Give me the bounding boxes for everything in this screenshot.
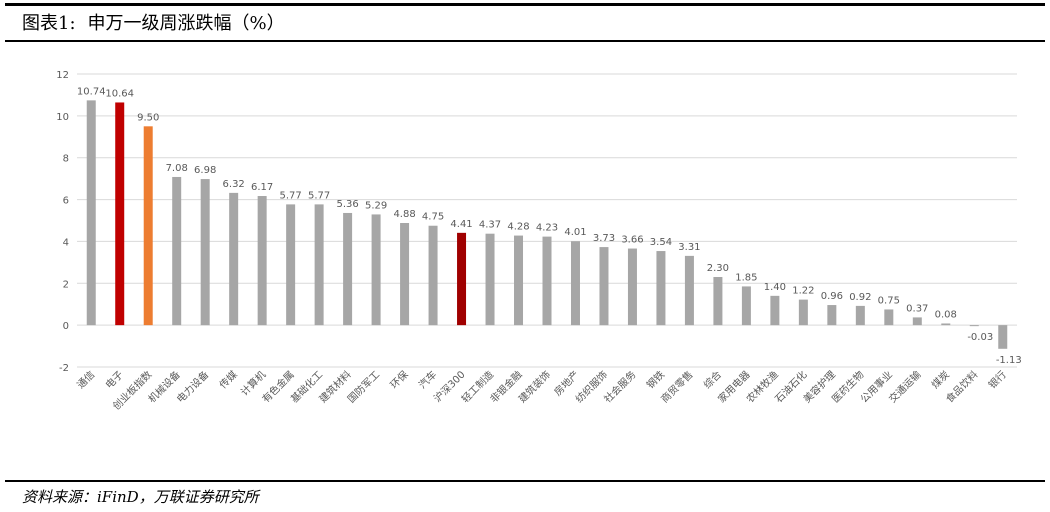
- bar: [770, 295, 780, 326]
- bar: [855, 305, 865, 326]
- bar: [713, 277, 723, 326]
- data-label: 4.41: [450, 219, 472, 230]
- bar: [969, 325, 979, 327]
- data-label: 10.74: [77, 86, 106, 97]
- data-label: 5.77: [280, 190, 302, 201]
- x-tick-label: 建筑装饰: [516, 368, 553, 405]
- bar: [627, 248, 637, 326]
- bar: [485, 233, 495, 326]
- data-label: 1.85: [735, 272, 757, 283]
- bar: [827, 305, 837, 326]
- x-tick-label: 综合: [701, 368, 724, 391]
- bar: [941, 323, 951, 326]
- data-label: 3.54: [650, 237, 672, 248]
- data-label: 4.37: [479, 220, 501, 231]
- bar: [115, 102, 125, 326]
- y-tick-label: 12: [56, 70, 69, 81]
- bar: [86, 100, 96, 326]
- x-tick-label: 煤炭: [929, 368, 952, 391]
- data-label: 2.30: [707, 263, 729, 274]
- data-label: 3.66: [621, 235, 643, 246]
- figure-label: 图表1:: [22, 13, 76, 34]
- title-rule: [5, 40, 1045, 42]
- data-label: -0.03: [967, 332, 993, 343]
- bar: [884, 309, 894, 326]
- data-label: 0.96: [821, 291, 843, 302]
- x-tick-label: 电子: [103, 368, 126, 391]
- x-tick-label: 社会服务: [601, 368, 638, 405]
- bar: [257, 196, 267, 326]
- x-tick-label: 食品饮料: [943, 368, 980, 405]
- y-tick-label: 4: [63, 237, 69, 248]
- data-label: 4.75: [422, 212, 444, 223]
- figure-title: 图表1: 申万一级周涨跌幅（%）: [22, 9, 297, 35]
- bar: [229, 192, 239, 326]
- data-label: 6.98: [194, 165, 216, 176]
- bar: [599, 247, 609, 326]
- data-label: 1.40: [764, 282, 786, 293]
- data-label: 9.50: [137, 112, 159, 123]
- figure-title-text: 申万一级周涨跌幅（%）: [87, 13, 285, 34]
- bar: [798, 299, 808, 326]
- bar: [343, 212, 353, 326]
- x-tick-label: 汽车: [416, 368, 439, 391]
- bar: [684, 255, 694, 326]
- y-tick-label: 6: [63, 196, 69, 207]
- data-label: 0.92: [849, 292, 871, 303]
- data-label: 6.32: [223, 179, 245, 190]
- x-tick-label: 通信: [75, 369, 98, 392]
- data-label: 0.08: [935, 309, 957, 320]
- x-tick-label: 交通运输: [886, 368, 923, 405]
- y-tick-label: 0: [63, 321, 69, 332]
- y-tick-label: 8: [63, 154, 69, 165]
- data-label: 10.64: [105, 88, 134, 99]
- data-label: 1.22: [792, 286, 814, 297]
- bar: [371, 214, 381, 326]
- x-tick-label: 国防军工: [345, 368, 382, 405]
- y-tick-label: -2: [59, 363, 69, 374]
- top-rule: [5, 3, 1045, 6]
- bar: [314, 204, 324, 326]
- bar: [741, 286, 751, 326]
- x-tick-label: 商贸零售: [658, 368, 695, 405]
- data-label: 0.75: [878, 295, 900, 306]
- data-label: -1.13: [996, 355, 1022, 366]
- data-label: 5.36: [336, 199, 358, 210]
- y-tick-label: 2: [63, 279, 69, 290]
- x-tick-label: 电力设备: [174, 368, 211, 405]
- x-tick-label: 传媒: [217, 369, 240, 392]
- data-label: 4.88: [393, 209, 415, 220]
- bar: [457, 232, 467, 326]
- y-tick-label: 10: [56, 112, 69, 123]
- bar: [542, 236, 552, 326]
- bar: [286, 204, 296, 326]
- x-tick-label: 环保: [387, 368, 410, 391]
- source-note: 资料来源：iFinD，万联证券研究所: [22, 488, 259, 506]
- bar: [656, 251, 666, 326]
- data-label: 5.77: [308, 190, 330, 201]
- data-label: 3.31: [678, 242, 700, 253]
- data-label: 6.17: [251, 182, 273, 193]
- data-label: 4.23: [536, 223, 558, 234]
- bar: [570, 241, 580, 326]
- bar: [200, 179, 210, 326]
- bar: [428, 225, 438, 326]
- data-label: 5.29: [365, 200, 387, 211]
- data-label: 4.28: [507, 222, 529, 233]
- bottom-rule: [5, 480, 1045, 482]
- data-label: 7.08: [166, 163, 188, 174]
- bar: [172, 176, 182, 326]
- data-label: 0.37: [906, 303, 928, 314]
- bar: [912, 317, 922, 326]
- data-label: 3.73: [593, 233, 615, 244]
- x-tick-label: 银行: [986, 368, 1009, 391]
- bar: [143, 126, 153, 326]
- data-label: 4.01: [564, 227, 586, 238]
- x-tick-label: 钢铁: [644, 368, 667, 391]
- bar-chart: -202468101210.74通信10.64电子9.50创业板指数7.08机械…: [56, 70, 1022, 412]
- bar: [400, 223, 410, 326]
- bar: [998, 325, 1008, 349]
- bar: [514, 235, 524, 326]
